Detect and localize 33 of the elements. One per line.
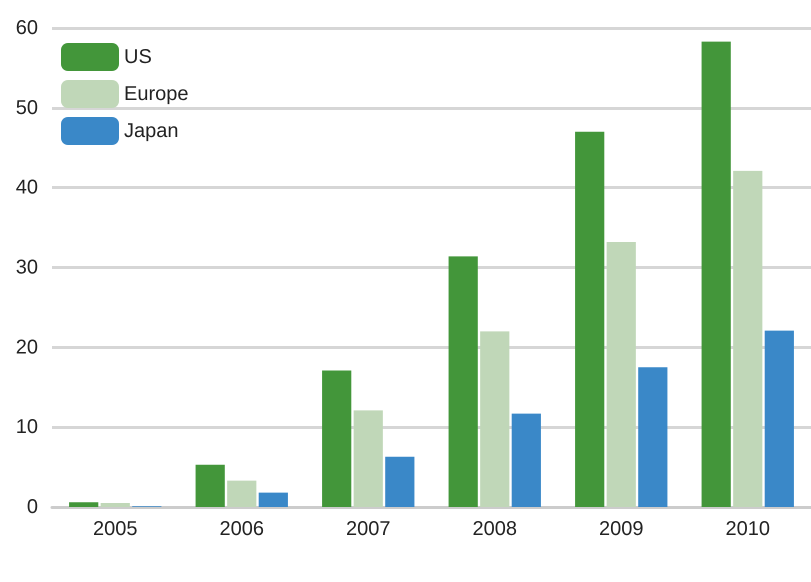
y-tick-label: 30 [16, 256, 38, 278]
y-tick-label: 40 [16, 176, 38, 199]
bar [100, 503, 130, 507]
bar [258, 492, 288, 507]
x-tick-label: 2010 [726, 518, 770, 540]
bar [764, 330, 794, 507]
bar [575, 132, 604, 507]
legend-label: US [124, 46, 152, 68]
bar [385, 456, 414, 507]
bar [322, 370, 352, 507]
y-tick-label: 50 [16, 96, 38, 119]
y-tick-label: 10 [16, 416, 38, 438]
bar [733, 170, 762, 507]
x-tick-label: 2006 [220, 518, 264, 540]
y-tick-label: 60 [16, 17, 38, 39]
bar [512, 414, 541, 507]
bar [196, 464, 225, 507]
y-tick-label: 20 [16, 336, 38, 358]
x-tick-label: 2007 [346, 518, 390, 540]
bar [702, 42, 731, 507]
bar [606, 242, 636, 507]
x-tick-label: 2009 [599, 518, 644, 540]
bar [448, 256, 478, 507]
x-tick-label: 2008 [472, 518, 517, 540]
y-tick-label: 0 [26, 496, 38, 518]
legend-label: Japan [124, 120, 178, 142]
bar [638, 367, 668, 507]
bar [227, 480, 256, 507]
bar [480, 331, 510, 507]
bar [354, 410, 383, 507]
x-tick-label: 2005 [93, 518, 138, 540]
bar [69, 502, 98, 507]
legend-label: Europe [124, 83, 188, 105]
